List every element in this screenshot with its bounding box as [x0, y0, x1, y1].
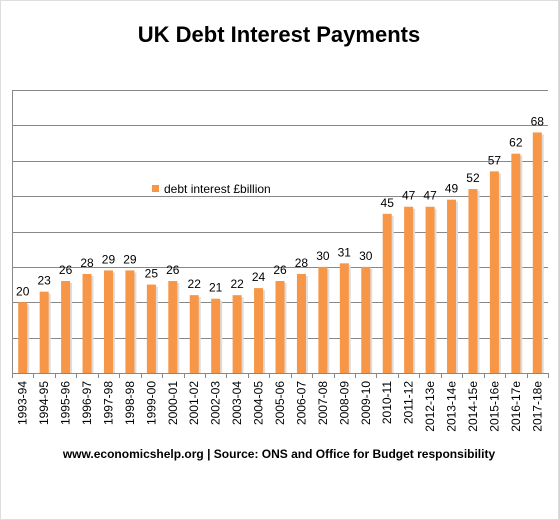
data-label: 28 — [80, 256, 94, 270]
bar — [296, 273, 306, 373]
x-tick-label: 1995-96 — [59, 381, 73, 425]
source-note: www.economicshelp.org | Source: ONS and … — [62, 447, 496, 461]
bar — [39, 291, 49, 373]
bar — [125, 270, 135, 373]
data-label: 30 — [359, 249, 373, 263]
data-label: 28 — [295, 256, 309, 270]
legend-label: debt interest £billion — [164, 182, 271, 196]
bar — [61, 281, 71, 373]
data-label: 57 — [488, 153, 502, 167]
x-tick-label: 2009-10 — [359, 381, 373, 425]
data-label: 22 — [230, 277, 244, 291]
x-tick-label: 2012-13e — [423, 381, 437, 432]
x-tick-label: 2006-07 — [294, 381, 308, 425]
bar — [211, 298, 221, 373]
x-tick-label: 1993-94 — [16, 381, 30, 425]
bar — [404, 206, 414, 373]
x-tick-label: 2013-14e — [445, 381, 459, 432]
bar — [189, 295, 199, 373]
data-label: 31 — [338, 245, 352, 259]
bar — [382, 213, 392, 373]
x-tick-label: 2002-03 — [209, 381, 223, 425]
data-label: 62 — [509, 136, 523, 150]
x-tick-label: 2016-17e — [509, 381, 523, 432]
data-label: 26 — [166, 263, 180, 277]
bar — [146, 284, 156, 373]
bar — [82, 273, 92, 373]
data-label: 68 — [531, 114, 545, 128]
x-tick-label: 2000-01 — [166, 381, 180, 425]
bar — [489, 171, 499, 373]
bar — [532, 132, 542, 373]
bar — [318, 266, 328, 373]
x-tick-label: 2017-18e — [530, 381, 544, 432]
bar — [275, 281, 285, 373]
bar — [447, 199, 457, 373]
legend-swatch — [152, 185, 159, 192]
data-label: 29 — [123, 252, 137, 266]
x-tick-label: 2008-09 — [337, 381, 351, 425]
data-label: 52 — [466, 171, 480, 185]
data-label: 24 — [252, 270, 266, 284]
bar — [232, 295, 242, 373]
x-tick-label: 1994-95 — [37, 381, 51, 425]
x-tick-label: 2001-02 — [187, 381, 201, 425]
x-tick-label: 2004-05 — [252, 381, 266, 425]
data-label: 47 — [423, 189, 437, 203]
x-tick-label: 1996-97 — [80, 381, 94, 425]
bar — [103, 270, 113, 373]
bar — [339, 263, 349, 373]
x-tick-label: 2007-08 — [316, 381, 330, 425]
x-tick-label: 2015-16e — [487, 381, 501, 432]
data-label: 21 — [209, 281, 223, 295]
bar — [18, 302, 28, 373]
data-label: 49 — [445, 182, 459, 196]
x-tick-label: 2011-12 — [402, 381, 416, 424]
data-label: 20 — [16, 284, 30, 298]
data-label: 22 — [188, 277, 202, 291]
x-tick-label: 2010-11 — [380, 381, 394, 424]
bar — [511, 153, 521, 373]
data-label: 26 — [59, 263, 73, 277]
data-label: 29 — [102, 252, 116, 266]
data-label: 45 — [381, 196, 395, 210]
x-tick-label: 2014-15e — [466, 381, 480, 432]
x-tick-label: 1999-00 — [144, 381, 158, 425]
x-tick-label: 2005-06 — [273, 381, 287, 425]
data-label: 26 — [273, 263, 287, 277]
x-tick-label: 1997-98 — [101, 381, 115, 425]
bar — [168, 281, 178, 373]
data-label: 23 — [37, 274, 51, 288]
x-tick-label: 1998-98 — [123, 381, 137, 425]
bar — [425, 206, 435, 373]
data-label: 30 — [316, 249, 330, 263]
data-label: 47 — [402, 189, 416, 203]
bar — [468, 189, 478, 373]
chart-title: UK Debt Interest Payments — [138, 22, 420, 47]
bar — [361, 266, 371, 373]
data-label: 25 — [145, 267, 159, 281]
x-tick-label: 2003-04 — [230, 381, 244, 425]
bar — [254, 288, 264, 373]
